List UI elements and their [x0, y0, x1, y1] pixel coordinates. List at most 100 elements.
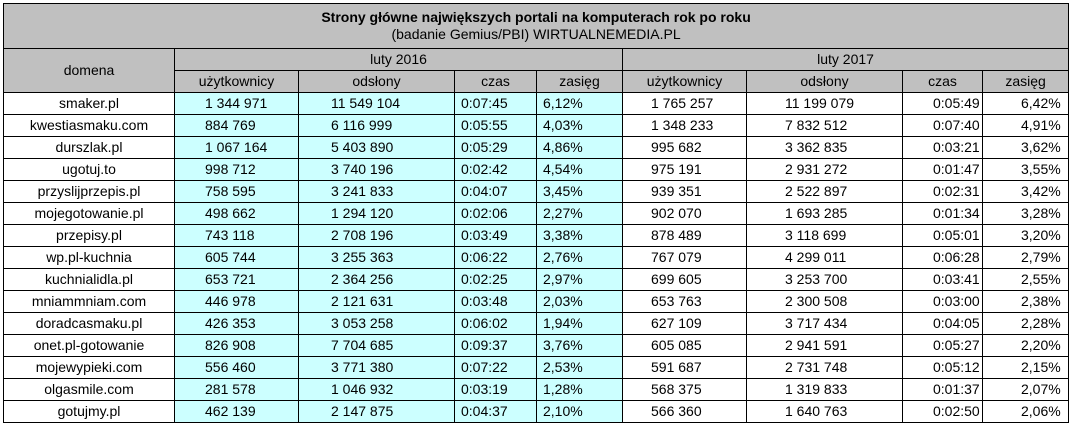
views-2017-cell: 2 300 508 [746, 290, 903, 313]
domain-cell: smaker.pl [3, 92, 175, 115]
reach-2017-cell: 3,62% [981, 136, 1069, 159]
reach-2016-cell: 1,94% [536, 312, 623, 335]
table-row: mojewypieki.com 556 460 3 771 380 0:07:22 2,… [3, 356, 1069, 379]
views-2017-cell: 1 319 833 [746, 378, 903, 401]
users-2017-cell: 995 682 [622, 136, 747, 159]
time-2017-cell: 0:05:49 [902, 92, 983, 115]
table-subtitle: (badanie Gemius/PBI) WIRTUALNEMEDIA.PL [391, 26, 681, 42]
time-2017-cell: 0:01:34 [902, 202, 983, 225]
users-2016-cell: 998 712 [174, 158, 299, 181]
users-2017-cell: 1 765 257 [622, 92, 747, 115]
data-table: Strony główne największych portali na ko… [2, 3, 1069, 423]
views-2016-cell: 3 740 196 [298, 158, 455, 181]
views-2016-cell: 3 053 258 [298, 312, 455, 335]
table-row: mojegotowanie.pl 498 662 1 294 120 0:02:06 2… [3, 202, 1069, 225]
users-2017-cell: 902 070 [622, 202, 747, 225]
domain-cell: mojewypieki.com [3, 356, 175, 379]
reach-2016-cell: 2,27% [536, 202, 623, 225]
reach-2016-cell: 4,54% [536, 158, 623, 181]
reach-2017-cell: 2,28% [981, 312, 1069, 335]
time-2016-cell: 0:04:07 [454, 180, 537, 203]
reach-2016-cell: 4,86% [536, 136, 623, 159]
col-header-reach-2016: zasięg [536, 70, 623, 93]
users-2016-cell: 556 460 [174, 356, 299, 379]
time-2016-cell: 0:02:25 [454, 268, 537, 291]
time-2016-cell: 0:09:37 [454, 334, 537, 357]
views-2017-cell: 3 717 434 [746, 312, 903, 335]
time-2017-cell: 0:05:01 [902, 224, 983, 247]
users-2016-cell: 498 662 [174, 202, 299, 225]
reach-2016-cell: 3,38% [536, 224, 623, 247]
users-2017-cell: 566 360 [622, 400, 747, 423]
views-2017-cell: 11 199 079 [746, 92, 903, 115]
views-2016-cell: 3 255 363 [298, 246, 455, 269]
time-2017-cell: 0:03:41 [902, 268, 983, 291]
reach-2017-cell: 2,55% [981, 268, 1069, 291]
views-2016-cell: 2 708 196 [298, 224, 455, 247]
domain-cell: ugotuj.to [3, 158, 175, 181]
domain-cell: durszlak.pl [3, 136, 175, 159]
users-2016-cell: 462 139 [174, 400, 299, 423]
period-2017-header: luty 2017 [621, 48, 1069, 71]
time-2016-cell: 0:05:55 [454, 114, 537, 137]
views-2017-cell: 2 731 748 [746, 356, 903, 379]
users-2016-cell: 281 578 [174, 378, 299, 401]
views-2017-cell: 3 253 700 [746, 268, 903, 291]
table-title: Strony główne największych portali na ko… [321, 9, 751, 25]
time-2016-cell: 0:04:37 [454, 400, 537, 423]
time-2016-cell: 0:07:45 [454, 92, 537, 115]
views-2017-cell: 1 693 285 [746, 202, 903, 225]
users-2016-cell: 653 721 [174, 268, 299, 291]
domain-cell: gotujmy.pl [3, 400, 175, 423]
views-2017-cell: 3 118 699 [746, 224, 903, 247]
domain-cell: przyslijprzepis.pl [3, 180, 175, 203]
domain-cell: onet.pl-gotowanie [3, 334, 175, 357]
time-2016-cell: 0:06:22 [454, 246, 537, 269]
time-2016-cell: 0:03:48 [454, 290, 537, 313]
time-2017-cell: 0:02:50 [902, 400, 983, 423]
views-2016-cell: 2 364 256 [298, 268, 455, 291]
users-2017-cell: 605 085 [622, 334, 747, 357]
table-row: onet.pl-gotowanie 826 908 7 704 685 0:09:37… [3, 334, 1069, 357]
table-container: Strony główne największych portali na ko… [2, 3, 1069, 423]
reach-2017-cell: 2,06% [981, 400, 1069, 423]
col-header-views-2017: odsłony [746, 70, 903, 93]
col-header-time-2016: czas [454, 70, 537, 93]
views-2016-cell: 3 241 833 [298, 180, 455, 203]
table-row: doradcasmaku.pl 426 353 3 053 258 0:06:02 1,… [3, 312, 1069, 335]
views-2016-cell: 5 403 890 [298, 136, 455, 159]
time-2016-cell: 0:07:22 [454, 356, 537, 379]
reach-2016-cell: 2,53% [536, 356, 623, 379]
users-2017-cell: 699 605 [622, 268, 747, 291]
views-2017-cell: 7 832 512 [746, 114, 903, 137]
table-row: przyslijprzepis.pl 758 595 3 241 833 0:04:0… [3, 180, 1069, 203]
col-header-users-2017: użytkownicy [622, 70, 747, 93]
time-2017-cell: 0:05:12 [902, 356, 983, 379]
domain-cell: mniammniam.com [3, 290, 175, 313]
table-row: smaker.pl 1 344 971 11 549 104 0:07:45 6,12%… [3, 92, 1069, 115]
table-row: ugotuj.to 998 712 3 740 196 0:02:42 4,54% 975… [3, 158, 1069, 181]
views-2016-cell: 2 147 875 [298, 400, 455, 423]
reach-2017-cell: 6,42% [981, 92, 1069, 115]
users-2017-cell: 878 489 [622, 224, 747, 247]
reach-2016-cell: 2,97% [536, 268, 623, 291]
users-2016-cell: 605 744 [174, 246, 299, 269]
reach-2016-cell: 3,45% [536, 180, 623, 203]
domain-cell: doradcasmaku.pl [3, 312, 175, 335]
reach-2017-cell: 2,07% [981, 378, 1069, 401]
time-2017-cell: 0:04:05 [902, 312, 983, 335]
reach-2017-cell: 2,38% [981, 290, 1069, 313]
time-2016-cell: 0:05:29 [454, 136, 537, 159]
views-2016-cell: 7 704 685 [298, 334, 455, 357]
domain-cell: mojegotowanie.pl [3, 202, 175, 225]
views-2017-cell: 2 522 897 [746, 180, 903, 203]
time-2017-cell: 0:02:31 [902, 180, 983, 203]
reach-2016-cell: 4,03% [536, 114, 623, 137]
users-2017-cell: 767 079 [622, 246, 747, 269]
views-2016-cell: 11 549 104 [298, 92, 455, 115]
domain-cell: kwestiasmaku.com [3, 114, 175, 137]
users-2017-cell: 653 763 [622, 290, 747, 313]
reach-2017-cell: 3,28% [981, 202, 1069, 225]
users-2017-cell: 591 687 [622, 356, 747, 379]
time-2016-cell: 0:06:02 [454, 312, 537, 335]
